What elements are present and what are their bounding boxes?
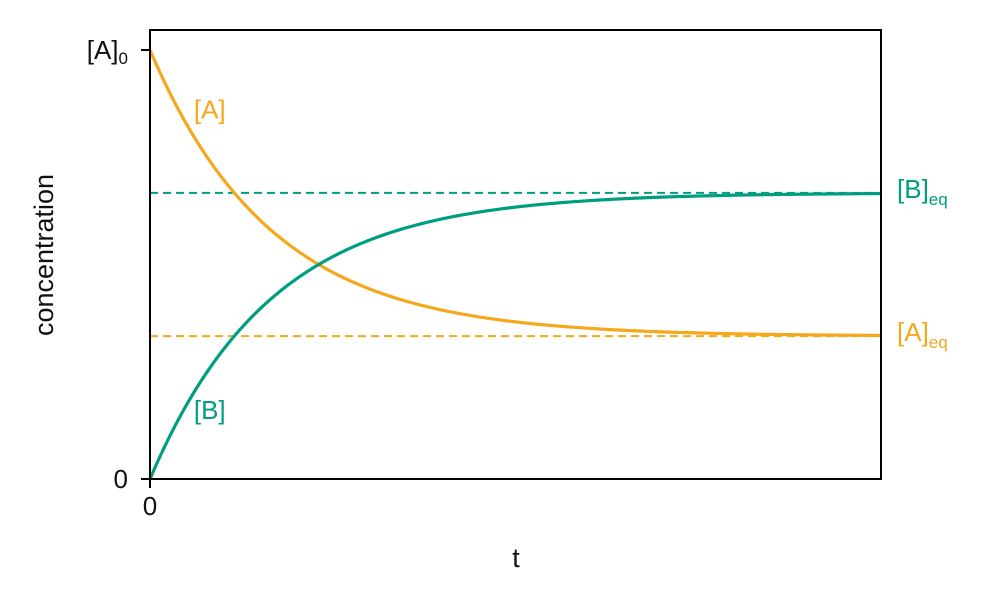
series-annotation-a: [A] [194, 95, 226, 125]
equilibrium-label-a: [A]eq [897, 317, 948, 352]
x-tick-label: 0 [143, 491, 157, 521]
series-line-b [148, 191, 882, 480]
y-tick-label: 0 [114, 464, 128, 494]
series-lines [148, 49, 882, 480]
axis-ticks [141, 49, 151, 488]
y-tick-label: [A]0 [87, 35, 128, 68]
y-axis-label: concentration [29, 174, 59, 336]
plot-frame [149, 29, 882, 480]
series-annotation-b: [B] [194, 395, 226, 425]
series-line-a [148, 49, 882, 338]
equilibrium-label-b: [B]eq [897, 174, 948, 209]
equilibrium-lines [150, 191, 881, 338]
text-labels: 00 [A]0 [B]eq [A]eq [A] [B] [87, 35, 948, 521]
x-axis-label: t [512, 543, 520, 573]
